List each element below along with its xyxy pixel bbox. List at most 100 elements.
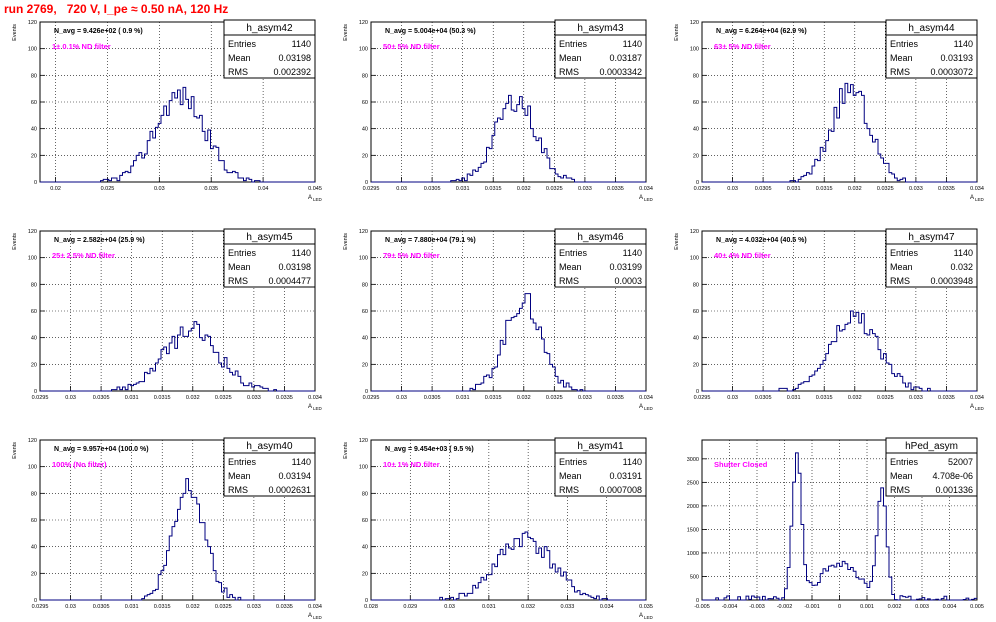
stats-value: 0.002392 — [273, 67, 311, 77]
stats-value: 0.03198 — [278, 53, 311, 63]
y-tick-label: 20 — [693, 362, 699, 368]
y-tick-label: 2500 — [687, 480, 699, 486]
stats-label: Entries — [559, 457, 588, 467]
y-tick-label: 80 — [362, 491, 368, 497]
stats-label: Mean — [559, 471, 582, 481]
y-tick-label: 100 — [690, 256, 699, 262]
x-tick-label: 0.03 — [396, 186, 407, 192]
x-axis-label-subscript: LED — [975, 406, 985, 411]
y-tick-label: 120 — [359, 229, 368, 235]
stats-box — [885, 228, 978, 288]
stats-label: Entries — [890, 248, 919, 258]
stats-value: 0.0003072 — [930, 67, 973, 77]
panel-h_asym45: 0.0295 0.03 0.0305 0.031 0.0315 0.032 0.0325 0.… — [12, 228, 323, 411]
x-tick-label: 0.034 — [639, 186, 653, 192]
stats-box — [885, 19, 978, 79]
y-tick-label: 40 — [31, 545, 37, 551]
histogram-line — [702, 310, 977, 392]
x-tick-label: 0.034 — [970, 186, 984, 192]
x-tick-label: 0.032 — [517, 395, 531, 401]
histogram-line — [371, 293, 646, 392]
stats-value: 0.0002631 — [268, 485, 311, 495]
filter-label: 25± 2.5% ND filter — [52, 251, 115, 260]
x-tick-label: 0.034 — [970, 395, 984, 401]
x-tick-label: 0.033 — [247, 604, 261, 610]
y-tick-label: 40 — [362, 336, 368, 342]
histogram-line — [371, 94, 646, 183]
stats-box — [223, 437, 316, 497]
y-tick-label: 40 — [31, 127, 37, 133]
x-tick-label: 0.035 — [639, 604, 653, 610]
x-tick-label: 0.0325 — [546, 395, 563, 401]
y-tick-label: 60 — [362, 309, 368, 315]
stats-value: 52007 — [948, 457, 973, 467]
histogram-line — [40, 321, 315, 392]
stats-value: 0.0003948 — [930, 276, 973, 286]
x-tick-label: 0.032 — [848, 186, 862, 192]
x-tick-label: 0.0295 — [32, 604, 49, 610]
y-axis-label: Events — [343, 233, 349, 250]
stats-box — [554, 437, 647, 497]
stats-label: RMS — [559, 276, 579, 286]
y-tick-label: 0 — [34, 598, 37, 604]
y-tick-label: 120 — [28, 20, 37, 26]
stats-label: RMS — [559, 485, 579, 495]
x-axis-label-subscript: LED — [313, 615, 323, 620]
x-tick-label: 0.0315 — [816, 186, 833, 192]
x-tick-label: 0.034 — [308, 604, 322, 610]
x-tick-label: 0.0315 — [485, 186, 502, 192]
stats-label: RMS — [890, 276, 910, 286]
y-tick-label: 0 — [696, 180, 699, 186]
y-tick-label: 100 — [359, 465, 368, 471]
stats-label: Entries — [228, 248, 257, 258]
stats-label: Entries — [890, 457, 919, 467]
stats-label: RMS — [228, 276, 248, 286]
x-tick-label: -0.004 — [722, 604, 738, 610]
x-axis-label: A — [308, 613, 312, 619]
y-tick-label: 3000 — [687, 457, 699, 463]
stats-value: 0.03187 — [609, 53, 642, 63]
x-axis-label: A — [639, 404, 643, 410]
x-tick-label: 0.028 — [364, 604, 378, 610]
y-tick-label: 100 — [359, 47, 368, 53]
stats-value: 1140 — [954, 39, 973, 49]
x-tick-label: 0.03 — [727, 395, 738, 401]
x-axis-label: A — [639, 613, 643, 619]
x-axis-label: A — [970, 404, 974, 410]
x-tick-label: 0.033 — [909, 395, 923, 401]
stats-value: 0.03191 — [609, 471, 642, 481]
panel-hPed_asym: -0.005 -0.004 -0.003 -0.002 -0.001 0 0.001 0.00… — [687, 437, 984, 610]
y-tick-label: 120 — [690, 229, 699, 235]
x-axis-label: A — [308, 404, 312, 410]
y-tick-label: 80 — [693, 282, 699, 288]
x-tick-label: 0.001 — [860, 604, 874, 610]
y-tick-label: 80 — [31, 491, 37, 497]
x-tick-label: 0.031 — [125, 604, 139, 610]
x-tick-label: 0.033 — [247, 395, 261, 401]
x-tick-label: 0.004 — [943, 604, 957, 610]
stats-label: Mean — [228, 53, 251, 63]
x-tick-label: 0.0335 — [607, 395, 624, 401]
histogram-name: h_asym41 — [577, 441, 624, 452]
x-tick-label: 0.0335 — [276, 604, 293, 610]
histogram-line — [40, 86, 315, 183]
y-tick-label: 100 — [28, 47, 37, 53]
stats-label: RMS — [228, 485, 248, 495]
stats-label: RMS — [890, 67, 910, 77]
y-tick-label: 0 — [696, 389, 699, 395]
y-tick-label: 120 — [359, 438, 368, 444]
stats-label: RMS — [228, 67, 248, 77]
y-tick-label: 20 — [362, 362, 368, 368]
x-tick-label: 0 — [838, 604, 841, 610]
y-tick-label: 80 — [362, 73, 368, 79]
y-axis-label: Events — [343, 442, 349, 459]
x-tick-label: 0.0305 — [93, 604, 110, 610]
x-tick-label: -0.003 — [749, 604, 765, 610]
stats-box — [223, 228, 316, 288]
x-tick-label: 0.025 — [101, 186, 115, 192]
stats-value: 0.03194 — [278, 471, 311, 481]
y-tick-label: 120 — [359, 20, 368, 26]
x-tick-label: 0.032 — [517, 186, 531, 192]
stats-value: 0.0007008 — [599, 485, 642, 495]
